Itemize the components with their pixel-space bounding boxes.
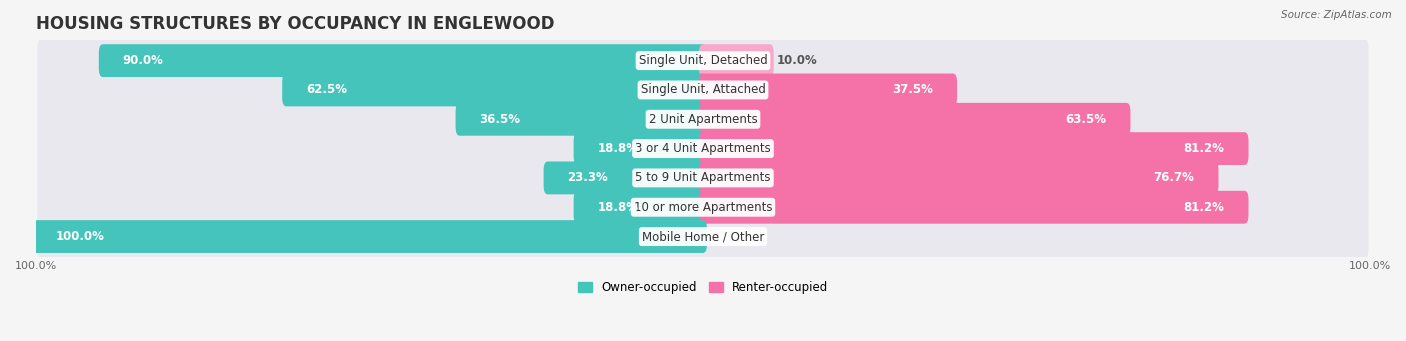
FancyBboxPatch shape <box>38 38 1368 84</box>
FancyBboxPatch shape <box>456 103 707 136</box>
FancyBboxPatch shape <box>38 97 1368 142</box>
FancyBboxPatch shape <box>38 126 1368 172</box>
FancyBboxPatch shape <box>38 214 1368 260</box>
Text: 63.5%: 63.5% <box>1066 113 1107 126</box>
FancyBboxPatch shape <box>38 155 1368 201</box>
FancyBboxPatch shape <box>32 220 707 253</box>
Text: 3 or 4 Unit Apartments: 3 or 4 Unit Apartments <box>636 142 770 155</box>
FancyBboxPatch shape <box>38 184 1368 230</box>
Text: 100.0%: 100.0% <box>56 230 105 243</box>
FancyBboxPatch shape <box>574 132 707 165</box>
FancyBboxPatch shape <box>699 162 1219 194</box>
Text: 18.8%: 18.8% <box>598 142 638 155</box>
Text: Mobile Home / Other: Mobile Home / Other <box>641 230 765 243</box>
FancyBboxPatch shape <box>699 132 1249 165</box>
FancyBboxPatch shape <box>98 44 707 77</box>
FancyBboxPatch shape <box>699 191 1249 224</box>
Text: 10 or more Apartments: 10 or more Apartments <box>634 201 772 214</box>
Text: 5 to 9 Unit Apartments: 5 to 9 Unit Apartments <box>636 172 770 184</box>
FancyBboxPatch shape <box>699 103 1130 136</box>
Text: 81.2%: 81.2% <box>1184 201 1225 214</box>
Text: 90.0%: 90.0% <box>122 54 163 67</box>
Text: 18.8%: 18.8% <box>598 201 638 214</box>
Legend: Owner-occupied, Renter-occupied: Owner-occupied, Renter-occupied <box>572 277 834 299</box>
Text: Single Unit, Attached: Single Unit, Attached <box>641 84 765 97</box>
Text: Source: ZipAtlas.com: Source: ZipAtlas.com <box>1281 10 1392 20</box>
FancyBboxPatch shape <box>38 67 1368 113</box>
Text: HOUSING STRUCTURES BY OCCUPANCY IN ENGLEWOOD: HOUSING STRUCTURES BY OCCUPANCY IN ENGLE… <box>37 15 554 33</box>
Text: 37.5%: 37.5% <box>893 84 934 97</box>
Text: 81.2%: 81.2% <box>1184 142 1225 155</box>
FancyBboxPatch shape <box>283 74 707 106</box>
Text: 76.7%: 76.7% <box>1153 172 1195 184</box>
FancyBboxPatch shape <box>699 74 957 106</box>
Text: 23.3%: 23.3% <box>568 172 609 184</box>
Text: 36.5%: 36.5% <box>479 113 520 126</box>
FancyBboxPatch shape <box>574 191 707 224</box>
Text: 62.5%: 62.5% <box>307 84 347 97</box>
FancyBboxPatch shape <box>544 162 707 194</box>
FancyBboxPatch shape <box>699 44 773 77</box>
Text: Single Unit, Detached: Single Unit, Detached <box>638 54 768 67</box>
Text: 2 Unit Apartments: 2 Unit Apartments <box>648 113 758 126</box>
Text: 10.0%: 10.0% <box>776 54 817 67</box>
